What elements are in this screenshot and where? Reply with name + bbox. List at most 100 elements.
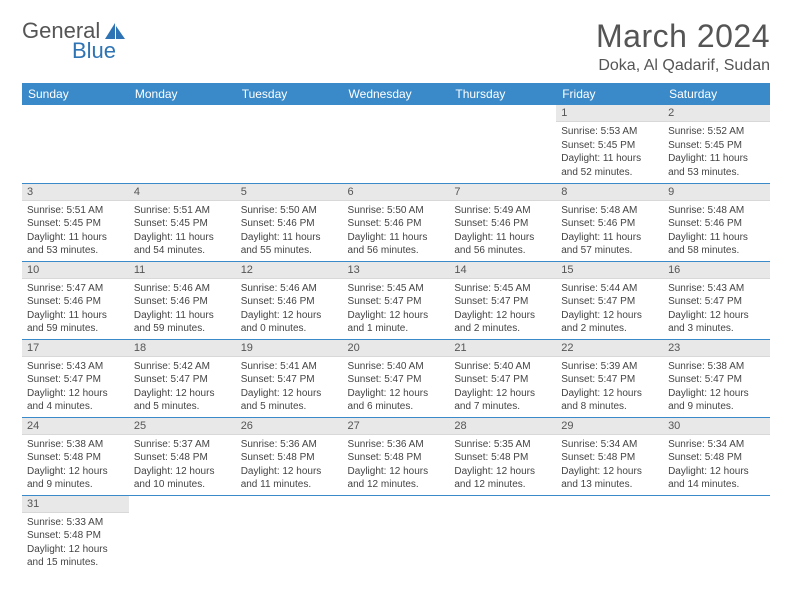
day-number: 1 bbox=[556, 105, 663, 122]
calendar-week-row: 24Sunrise: 5:38 AMSunset: 5:48 PMDayligh… bbox=[22, 417, 770, 495]
daylight-text: Daylight: 12 hours and 11 minutes. bbox=[241, 465, 338, 492]
calendar-week-row: 31Sunrise: 5:33 AMSunset: 5:48 PMDayligh… bbox=[22, 495, 770, 573]
day-details: Sunrise: 5:39 AMSunset: 5:47 PMDaylight:… bbox=[556, 357, 663, 417]
sunset-text: Sunset: 5:46 PM bbox=[134, 295, 231, 309]
day-number: 14 bbox=[449, 262, 556, 279]
calendar-day-cell: 1Sunrise: 5:53 AMSunset: 5:45 PMDaylight… bbox=[556, 105, 663, 183]
daylight-text: Daylight: 11 hours and 53 minutes. bbox=[27, 231, 124, 258]
daylight-text: Daylight: 12 hours and 2 minutes. bbox=[561, 309, 658, 336]
sunrise-text: Sunrise: 5:46 AM bbox=[241, 282, 338, 296]
calendar-day-cell: 15Sunrise: 5:44 AMSunset: 5:47 PMDayligh… bbox=[556, 261, 663, 339]
calendar-empty-cell bbox=[449, 495, 556, 573]
header: General Blue March 2024 Doka, Al Qadarif… bbox=[22, 18, 770, 75]
daylight-text: Daylight: 12 hours and 9 minutes. bbox=[668, 387, 765, 414]
sunrise-text: Sunrise: 5:43 AM bbox=[27, 360, 124, 374]
sunset-text: Sunset: 5:47 PM bbox=[27, 373, 124, 387]
sunset-text: Sunset: 5:47 PM bbox=[454, 295, 551, 309]
sunrise-text: Sunrise: 5:46 AM bbox=[134, 282, 231, 296]
sunset-text: Sunset: 5:46 PM bbox=[241, 295, 338, 309]
day-number: 28 bbox=[449, 418, 556, 435]
daylight-text: Daylight: 12 hours and 14 minutes. bbox=[668, 465, 765, 492]
calendar-day-cell: 22Sunrise: 5:39 AMSunset: 5:47 PMDayligh… bbox=[556, 339, 663, 417]
daylight-text: Daylight: 11 hours and 59 minutes. bbox=[27, 309, 124, 336]
daylight-text: Daylight: 12 hours and 0 minutes. bbox=[241, 309, 338, 336]
day-details: Sunrise: 5:34 AMSunset: 5:48 PMDaylight:… bbox=[556, 435, 663, 495]
sunrise-text: Sunrise: 5:38 AM bbox=[668, 360, 765, 374]
sunrise-text: Sunrise: 5:39 AM bbox=[561, 360, 658, 374]
calendar-day-cell: 7Sunrise: 5:49 AMSunset: 5:46 PMDaylight… bbox=[449, 183, 556, 261]
day-details: Sunrise: 5:40 AMSunset: 5:47 PMDaylight:… bbox=[449, 357, 556, 417]
sunrise-text: Sunrise: 5:52 AM bbox=[668, 125, 765, 139]
calendar-empty-cell bbox=[556, 495, 663, 573]
day-details: Sunrise: 5:47 AMSunset: 5:46 PMDaylight:… bbox=[22, 279, 129, 339]
calendar-empty-cell bbox=[129, 495, 236, 573]
sunset-text: Sunset: 5:46 PM bbox=[27, 295, 124, 309]
weekday-header: Friday bbox=[556, 83, 663, 105]
calendar-day-cell: 27Sunrise: 5:36 AMSunset: 5:48 PMDayligh… bbox=[343, 417, 450, 495]
daylight-text: Daylight: 12 hours and 9 minutes. bbox=[27, 465, 124, 492]
calendar-day-cell: 31Sunrise: 5:33 AMSunset: 5:48 PMDayligh… bbox=[22, 495, 129, 573]
sunrise-text: Sunrise: 5:34 AM bbox=[668, 438, 765, 452]
calendar-day-cell: 14 Sunrise: 5:45 AMSunset: 5:47 PMDayligh… bbox=[449, 261, 556, 339]
daylight-text: Daylight: 12 hours and 12 minutes. bbox=[454, 465, 551, 492]
sunset-text: Sunset: 5:45 PM bbox=[561, 139, 658, 153]
day-number: 23 bbox=[663, 340, 770, 357]
daylight-text: Daylight: 12 hours and 15 minutes. bbox=[27, 543, 124, 570]
sunset-text: Sunset: 5:47 PM bbox=[561, 373, 658, 387]
daylight-text: Daylight: 12 hours and 5 minutes. bbox=[134, 387, 231, 414]
weekday-header: Saturday bbox=[663, 83, 770, 105]
calendar-day-cell: 8Sunrise: 5:48 AMSunset: 5:46 PMDaylight… bbox=[556, 183, 663, 261]
sunset-text: Sunset: 5:47 PM bbox=[241, 373, 338, 387]
day-number: 8 bbox=[556, 184, 663, 201]
day-number: 2 bbox=[663, 105, 770, 122]
daylight-text: Daylight: 12 hours and 7 minutes. bbox=[454, 387, 551, 414]
weekday-header: Tuesday bbox=[236, 83, 343, 105]
daylight-text: Daylight: 12 hours and 13 minutes. bbox=[561, 465, 658, 492]
sunset-text: Sunset: 5:46 PM bbox=[561, 217, 658, 231]
day-number: 16 bbox=[663, 262, 770, 279]
day-details: Sunrise: 5:38 AMSunset: 5:48 PMDaylight:… bbox=[22, 435, 129, 495]
calendar-day-cell: 29Sunrise: 5:34 AMSunset: 5:48 PMDayligh… bbox=[556, 417, 663, 495]
daylight-text: Daylight: 11 hours and 58 minutes. bbox=[668, 231, 765, 258]
calendar-day-cell: 16Sunrise: 5:43 AMSunset: 5:47 PMDayligh… bbox=[663, 261, 770, 339]
day-number: 11 bbox=[129, 262, 236, 279]
day-details: Sunrise: 5:52 AMSunset: 5:45 PMDaylight:… bbox=[663, 122, 770, 182]
day-number: 29 bbox=[556, 418, 663, 435]
day-number: 4 bbox=[129, 184, 236, 201]
calendar-day-cell: 11Sunrise: 5:46 AMSunset: 5:46 PMDayligh… bbox=[129, 261, 236, 339]
daylight-text: Daylight: 12 hours and 10 minutes. bbox=[134, 465, 231, 492]
day-details: Sunrise: 5:42 AMSunset: 5:47 PMDaylight:… bbox=[129, 357, 236, 417]
sunrise-text: Sunrise: 5:36 AM bbox=[241, 438, 338, 452]
weekday-header: Sunday bbox=[22, 83, 129, 105]
sunset-text: Sunset: 5:47 PM bbox=[561, 295, 658, 309]
sunset-text: Sunset: 5:47 PM bbox=[454, 373, 551, 387]
calendar-day-cell: 10Sunrise: 5:47 AMSunset: 5:46 PMDayligh… bbox=[22, 261, 129, 339]
sunset-text: Sunset: 5:48 PM bbox=[27, 451, 124, 465]
day-number: 12 bbox=[236, 262, 343, 279]
sunrise-text: Sunrise: 5:36 AM bbox=[348, 438, 445, 452]
sunrise-text: Sunrise: 5:53 AM bbox=[561, 125, 658, 139]
calendar-empty-cell bbox=[129, 105, 236, 183]
calendar-day-cell: 18Sunrise: 5:42 AMSunset: 5:47 PMDayligh… bbox=[129, 339, 236, 417]
calendar-week-row: 1Sunrise: 5:53 AMSunset: 5:45 PMDaylight… bbox=[22, 105, 770, 183]
day-number: 20 bbox=[343, 340, 450, 357]
daylight-text: Daylight: 12 hours and 2 minutes. bbox=[454, 309, 551, 336]
calendar-table: SundayMondayTuesdayWednesdayThursdayFrid… bbox=[22, 83, 770, 573]
sunrise-text: Sunrise: 5:51 AM bbox=[134, 204, 231, 218]
sunrise-text: Sunrise: 5:45 AM bbox=[454, 282, 551, 296]
day-details: Sunrise: 5:51 AMSunset: 5:45 PMDaylight:… bbox=[129, 201, 236, 261]
sunset-text: Sunset: 5:48 PM bbox=[454, 451, 551, 465]
sunset-text: Sunset: 5:46 PM bbox=[668, 217, 765, 231]
sunset-text: Sunset: 5:47 PM bbox=[348, 295, 445, 309]
sunset-text: Sunset: 5:46 PM bbox=[348, 217, 445, 231]
daylight-text: Daylight: 11 hours and 54 minutes. bbox=[134, 231, 231, 258]
day-details: Sunrise: 5:36 AMSunset: 5:48 PMDaylight:… bbox=[236, 435, 343, 495]
daylight-text: Daylight: 11 hours and 56 minutes. bbox=[348, 231, 445, 258]
day-details: Sunrise: 5:36 AMSunset: 5:48 PMDaylight:… bbox=[343, 435, 450, 495]
day-number: 18 bbox=[129, 340, 236, 357]
sunrise-text: Sunrise: 5:50 AM bbox=[241, 204, 338, 218]
day-number: 19 bbox=[236, 340, 343, 357]
weekday-header: Monday bbox=[129, 83, 236, 105]
logo-text-blue: Blue bbox=[72, 38, 116, 64]
calendar-day-cell: 3Sunrise: 5:51 AMSunset: 5:45 PMDaylight… bbox=[22, 183, 129, 261]
